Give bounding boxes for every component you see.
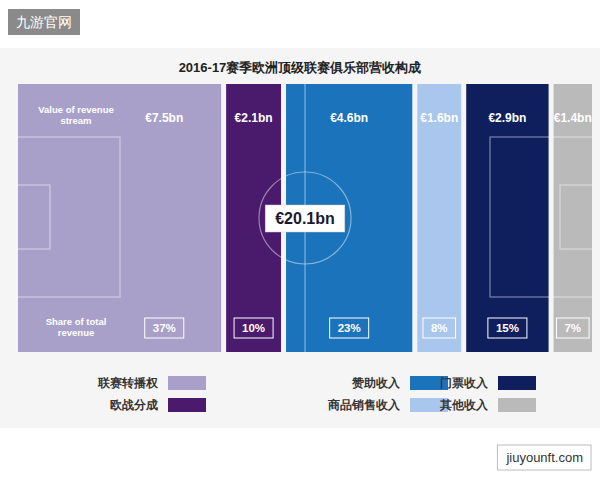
value-label: €1.4bn xyxy=(554,111,592,125)
legend-label: 赞助收入 xyxy=(351,376,401,390)
line: stream xyxy=(60,115,91,126)
row-label: Share of totalrevenue xyxy=(46,316,107,338)
value-label: €2.1bn xyxy=(235,111,273,125)
legend-swatch xyxy=(168,398,206,412)
share-box xyxy=(330,318,369,338)
legend-label: 联赛转播权 xyxy=(97,376,159,390)
total-label: €20.1bn xyxy=(275,210,335,227)
value-label: €2.9bn xyxy=(488,111,526,125)
revenue-panel xyxy=(554,84,592,352)
value-label: €4.6bn xyxy=(330,111,368,125)
chart: 2016-17赛季欧洲顶级联赛俱乐部营收构成 Value of revenuest… xyxy=(0,0,600,480)
legend-swatch xyxy=(498,376,536,390)
watermark: 九游官网 xyxy=(16,14,72,30)
panels xyxy=(18,84,592,352)
pitch-lines xyxy=(18,84,592,352)
total-box xyxy=(265,205,345,232)
line: Value of revenue xyxy=(38,104,114,115)
share-label: 10% xyxy=(242,322,265,334)
background xyxy=(0,48,600,428)
share-label: 7% xyxy=(564,322,581,334)
legend-label: 商品销售收入 xyxy=(327,398,401,412)
legend-label: 门票收入 xyxy=(440,376,489,390)
revenue-panel xyxy=(466,84,548,352)
penalty-box xyxy=(490,137,592,297)
title: 2016-17赛季欧洲顶级联赛俱乐部营收构成 xyxy=(179,60,422,75)
row-label: Value of revenuestream xyxy=(38,104,114,126)
legend-label: 其他收入 xyxy=(439,398,489,412)
line: Share of total xyxy=(46,316,107,327)
share-box xyxy=(423,318,456,338)
share-box xyxy=(556,318,589,338)
center-circle xyxy=(259,172,351,264)
line: revenue xyxy=(58,327,94,338)
legend-swatch xyxy=(168,376,206,390)
watermark: jiuyounft.com xyxy=(505,450,583,465)
share-label: 37% xyxy=(153,322,176,334)
penalty-box xyxy=(18,137,120,297)
share-label: 15% xyxy=(496,322,519,334)
goal-box xyxy=(560,185,592,249)
share-label: 23% xyxy=(338,322,361,334)
legend-label: 欧战分成 xyxy=(110,398,158,411)
value-label: €7.5bn xyxy=(145,111,183,125)
goal-box xyxy=(18,185,50,249)
watermark-box xyxy=(8,9,80,35)
value-label: €1.6bn xyxy=(420,111,458,125)
share-box xyxy=(488,318,527,338)
watermark-box xyxy=(497,445,591,470)
legend-swatch xyxy=(498,398,536,412)
share-box xyxy=(145,318,184,338)
share-label: 8% xyxy=(431,322,448,334)
share-box xyxy=(234,318,273,338)
revenue-panel xyxy=(417,84,461,352)
